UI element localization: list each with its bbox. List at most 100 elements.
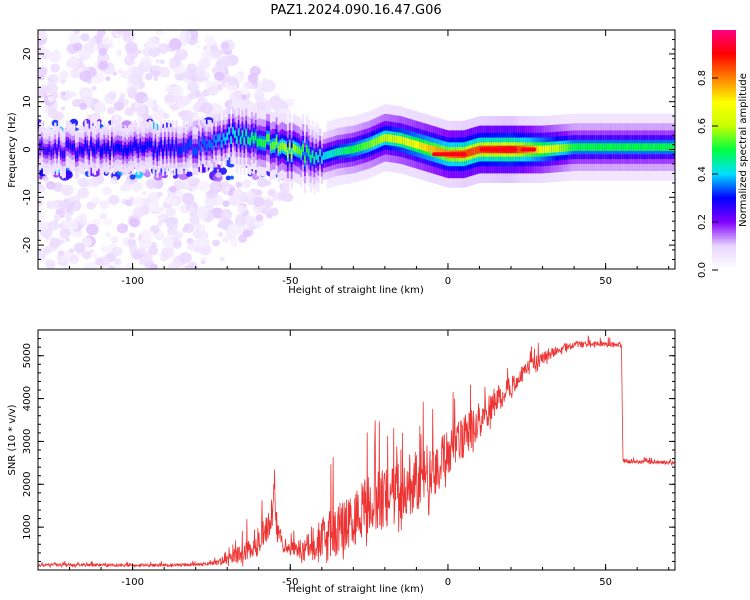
heatmap-cell	[305, 144, 309, 153]
y-tick-label: 3000	[22, 429, 33, 454]
heatmap-cell	[88, 148, 91, 157]
heatmap-cell	[48, 73, 60, 85]
heatmap-cell	[219, 257, 225, 262]
heatmap-cell	[158, 144, 161, 153]
heatmap-cell	[161, 246, 175, 259]
heatmap-cell	[200, 102, 214, 114]
heatmap-cell	[432, 152, 467, 157]
heatmap-cell	[336, 148, 339, 156]
heatmap-cell	[364, 142, 367, 150]
heatmap-cell	[137, 246, 146, 255]
heatmap-cell	[379, 135, 382, 144]
heatmap-cell	[197, 57, 211, 70]
heatmap-cell	[225, 175, 231, 181]
colorbar-tick-label: 0.6	[697, 118, 708, 134]
heatmap-cell	[191, 185, 197, 191]
heatmap-cell	[107, 264, 115, 269]
heatmap-cell	[101, 36, 111, 46]
y-tick-label: -10	[22, 189, 33, 205]
heatmap-cell	[362, 142, 365, 151]
heatmap-cell	[240, 87, 250, 96]
heatmap-cell	[61, 150, 64, 159]
heatmap-cell	[209, 102, 222, 114]
heatmap-cell	[404, 137, 407, 146]
heatmap-cell	[370, 140, 373, 148]
heatmap-cell	[237, 128, 240, 136]
heatmap-cell	[159, 59, 165, 65]
heatmap-cell	[110, 236, 119, 244]
heatmap-cell	[187, 81, 200, 93]
heatmap-cell	[428, 144, 432, 153]
heatmap-cell	[196, 44, 202, 49]
heatmap-cell	[254, 91, 265, 102]
heatmap-cell	[256, 100, 266, 109]
heatmap-cell	[245, 128, 248, 137]
heatmap-cell	[48, 51, 62, 63]
heatmap-cell	[147, 192, 160, 204]
heatmap-cell	[111, 176, 118, 182]
heatmap-cell	[228, 126, 231, 135]
heatmap-cell	[99, 148, 102, 157]
heatmap-cell	[184, 146, 187, 154]
heatmap-cell	[101, 147, 104, 155]
heatmap-cell	[140, 56, 152, 67]
heatmap-cell	[63, 150, 66, 158]
heatmap-cell	[165, 85, 174, 93]
heatmap-cell	[300, 149, 303, 157]
heatmap-cell	[91, 85, 97, 91]
heatmap-cell	[165, 207, 177, 217]
heatmap-cell	[657, 143, 661, 151]
heatmap-cell	[235, 181, 243, 188]
heatmap-cell	[574, 143, 577, 151]
heatmap-cell	[197, 237, 210, 249]
heatmap-cell	[41, 54, 47, 60]
heatmap-cell	[279, 143, 282, 151]
heatmap-cell	[143, 145, 146, 153]
heatmap-cell	[38, 248, 47, 260]
heatmap-cell	[186, 237, 194, 245]
heatmap-cell	[241, 179, 252, 188]
heatmap-cell	[324, 151, 327, 160]
heatmap-cell	[548, 145, 551, 153]
heatmap-cell	[191, 76, 198, 83]
heatmap-cell	[171, 85, 184, 97]
heatmap-cell	[78, 48, 91, 61]
heatmap-cell	[466, 149, 469, 157]
heatmap-cell	[474, 147, 477, 155]
snr-ylabel: SNR (10 * v/v)	[7, 404, 18, 475]
heatmap-cell	[118, 144, 121, 152]
heatmap-cell	[42, 175, 49, 182]
heatmap-cell	[602, 143, 606, 151]
heatmap-cell	[98, 47, 108, 56]
heatmap-cell	[148, 139, 152, 148]
heatmap-cell	[107, 143, 110, 152]
heatmap-cell	[186, 142, 189, 151]
heatmap-cell	[162, 235, 176, 248]
heatmap-cell	[203, 139, 206, 148]
heatmap-cell	[99, 212, 107, 220]
heatmap-cell	[220, 208, 233, 221]
heatmap-cell	[570, 143, 573, 152]
heatmap-cell	[599, 143, 602, 151]
heatmap-cell	[48, 220, 60, 231]
heatmap-cell	[38, 213, 45, 222]
heatmap-cell	[385, 133, 388, 142]
heatmap-cell	[269, 83, 276, 89]
heatmap-cell	[652, 143, 655, 151]
heatmap-cell	[391, 134, 394, 143]
heatmap-cell	[636, 143, 640, 151]
heatmap-cell	[48, 144, 51, 153]
heatmap-cell	[93, 147, 97, 156]
heatmap-cell	[186, 243, 195, 251]
heatmap-cell	[40, 140, 44, 149]
heatmap-cell	[269, 207, 279, 217]
heatmap-cell	[214, 196, 224, 205]
heatmap-cell	[119, 92, 126, 99]
heatmap-cell	[640, 143, 643, 151]
heatmap-cell	[116, 223, 128, 234]
heatmap-cell	[103, 217, 113, 226]
heatmap-cell	[171, 224, 179, 231]
heatmap-cell	[330, 149, 333, 158]
heatmap-cell	[241, 94, 247, 100]
heatmap-cell	[133, 139, 136, 148]
